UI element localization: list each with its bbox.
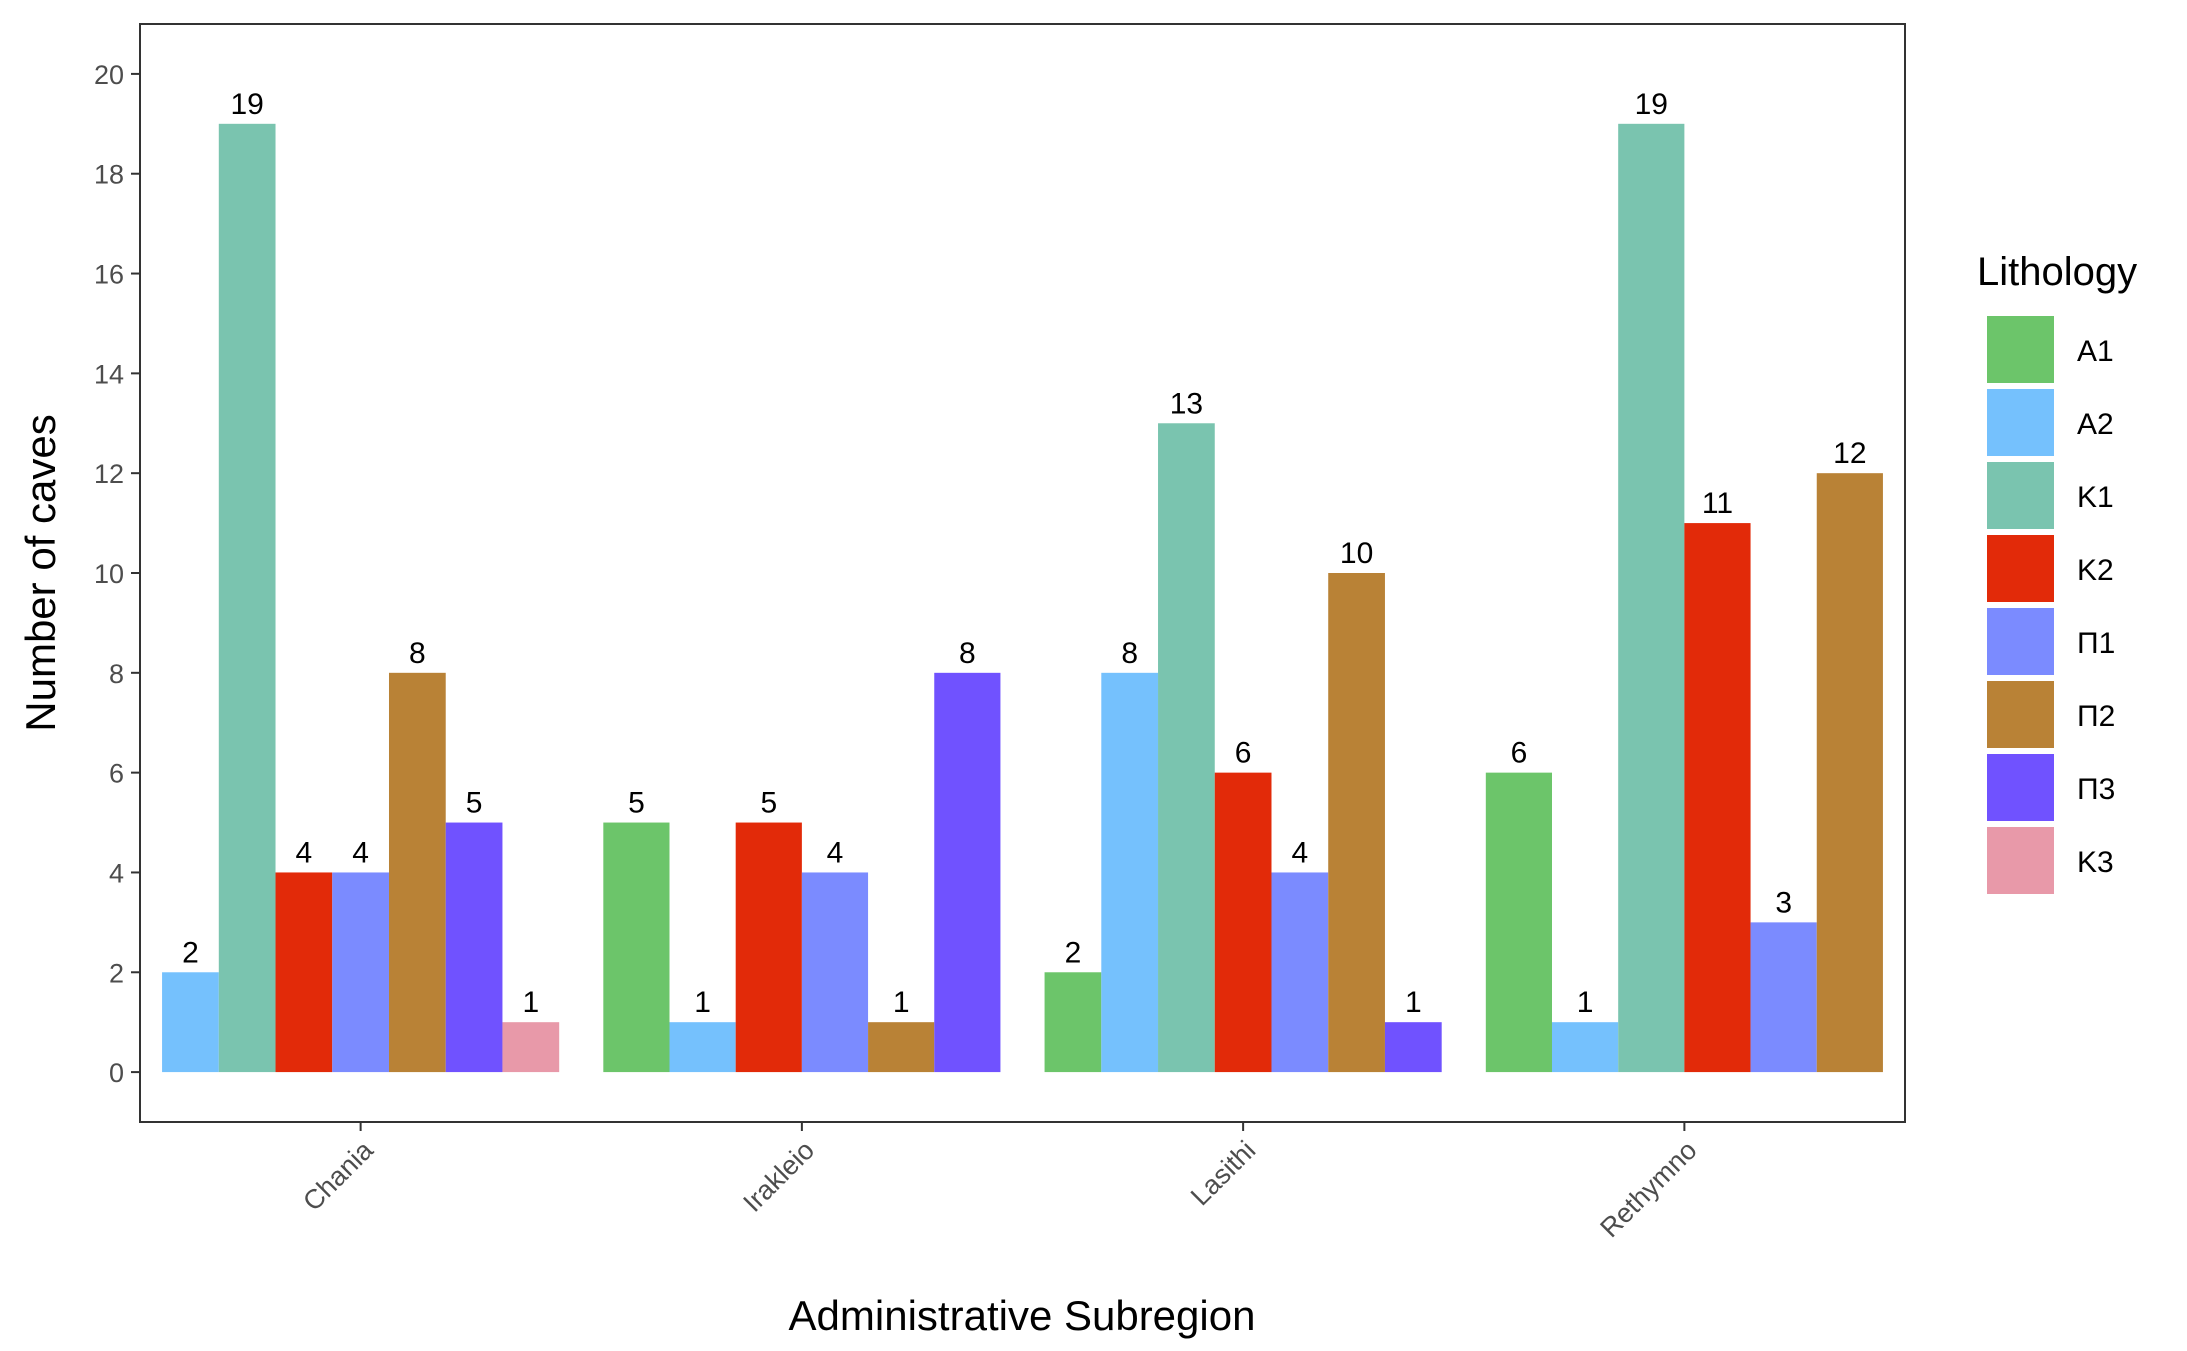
y-tick-label: 10 (94, 559, 124, 589)
bar (162, 972, 219, 1073)
bar (934, 672, 1001, 1073)
bar-value-label: 1 (1405, 986, 1422, 1019)
x-axis-title: Administrative Subregion (789, 1292, 1256, 1339)
x-tick-label: Lasithi (1185, 1135, 1261, 1211)
bar-value-label: 2 (182, 936, 199, 969)
bar-value-label: 6 (1511, 737, 1528, 770)
bar-value-label: 19 (1635, 88, 1668, 121)
bar (868, 1022, 935, 1073)
bar-value-label: 4 (296, 836, 313, 869)
y-axis-title: Number of caves (17, 414, 64, 731)
bar (1816, 473, 1883, 1073)
bar-value-label: 19 (230, 88, 263, 121)
bar-value-label: 4 (352, 836, 369, 869)
bar (1384, 1022, 1442, 1073)
x-tick-label: Chania (297, 1134, 379, 1216)
bar (1618, 123, 1685, 1073)
bar (275, 872, 333, 1073)
bar-value-label: 1 (893, 986, 910, 1019)
bar (445, 822, 503, 1073)
bar-value-label: 5 (466, 787, 483, 820)
bar-value-label: 11 (1702, 487, 1733, 520)
x-tick-label: Rethymno (1594, 1135, 1702, 1243)
y-tick-label: 20 (94, 60, 124, 90)
y-tick-label: 0 (109, 1058, 124, 1088)
bar (332, 872, 389, 1073)
y-tick-label: 18 (94, 160, 124, 190)
legend-key (1987, 462, 2054, 529)
bar-value-label: 12 (1833, 437, 1866, 470)
bar (801, 872, 869, 1073)
bar-value-label: 8 (1121, 637, 1138, 670)
bars (162, 123, 1883, 1073)
bar (1750, 922, 1817, 1073)
y-tick-label: 12 (94, 459, 124, 489)
bar-value-label: 3 (1775, 886, 1792, 919)
bar (1271, 872, 1329, 1073)
legend-label: K1 (2077, 481, 2114, 514)
legend-label: K2 (2077, 554, 2114, 587)
bar (1101, 672, 1159, 1073)
legend-label: A1 (2077, 335, 2114, 368)
x-tick-label: Irakleio (737, 1135, 820, 1218)
bar-value-label: 1 (522, 986, 539, 1019)
bar-value-label: 8 (959, 637, 976, 670)
bar (502, 1022, 560, 1073)
bar (1328, 573, 1385, 1073)
y-tick-label: 4 (109, 858, 124, 888)
legend-key (1987, 608, 2054, 675)
bar-value-label: 4 (827, 836, 844, 869)
legend-key (1987, 827, 2054, 894)
y-tick-label: 6 (109, 759, 124, 789)
bar (603, 822, 670, 1073)
bar (735, 822, 802, 1073)
legend-label: K3 (2077, 846, 2114, 879)
bar-value-label: 4 (1292, 836, 1309, 869)
bar-value-label: 6 (1235, 737, 1252, 770)
legend-label: A2 (2077, 408, 2114, 441)
bar-value-label: 10 (1340, 537, 1373, 570)
bar-value-label: 1 (1577, 986, 1594, 1019)
bar-value-label: 8 (409, 637, 426, 670)
bar (388, 672, 446, 1073)
bar (1158, 423, 1215, 1073)
legend-label: Π1 (2077, 627, 2115, 660)
bar-value-label: 5 (628, 787, 645, 820)
bar (669, 1022, 736, 1073)
legend: Lithology A1 A2 K1 K2 Π1 Π2 Π3 K3 (1977, 250, 2137, 894)
y-tick-label: 8 (109, 659, 124, 689)
legend-key (1987, 389, 2054, 456)
bar-value-label: 1 (694, 986, 711, 1019)
bar (1552, 1022, 1619, 1073)
legend-key (1987, 535, 2054, 602)
y-tick-label: 16 (94, 260, 124, 290)
legend-label: Π3 (2077, 773, 2115, 806)
y-axis: 0 2 4 6 8 10 12 14 16 18 20 (94, 60, 140, 1088)
bar (1684, 523, 1751, 1073)
bar-value-label: 13 (1170, 387, 1203, 420)
bar (1485, 772, 1552, 1073)
legend-key (1987, 681, 2054, 748)
bar-value-label: 5 (760, 787, 777, 820)
y-tick-label: 2 (109, 958, 124, 988)
legend-key (1987, 754, 2054, 821)
bar (218, 123, 276, 1073)
x-axis: Chania Irakleio Lasithi Rethymno (297, 1122, 1703, 1243)
legend-key (1987, 316, 2054, 383)
y-tick-label: 14 (94, 359, 124, 389)
legend-title: Lithology (1977, 250, 2137, 294)
bar (1044, 972, 1102, 1073)
bar (1214, 772, 1272, 1073)
legend-label: Π2 (2077, 700, 2115, 733)
bar-value-label: 2 (1065, 936, 1082, 969)
